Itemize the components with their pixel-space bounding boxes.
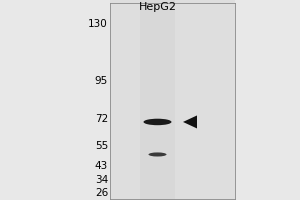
Text: 26: 26 xyxy=(95,188,108,198)
Text: 55: 55 xyxy=(95,141,108,151)
Ellipse shape xyxy=(148,152,166,157)
Text: 95: 95 xyxy=(95,76,108,86)
Ellipse shape xyxy=(143,119,172,125)
Text: HepG2: HepG2 xyxy=(139,2,176,12)
Polygon shape xyxy=(183,115,197,128)
Bar xyxy=(140,0,175,200)
Bar xyxy=(110,0,235,200)
Text: 130: 130 xyxy=(88,19,108,29)
Text: 34: 34 xyxy=(95,175,108,185)
Text: 43: 43 xyxy=(95,161,108,171)
Text: 72: 72 xyxy=(95,114,108,124)
